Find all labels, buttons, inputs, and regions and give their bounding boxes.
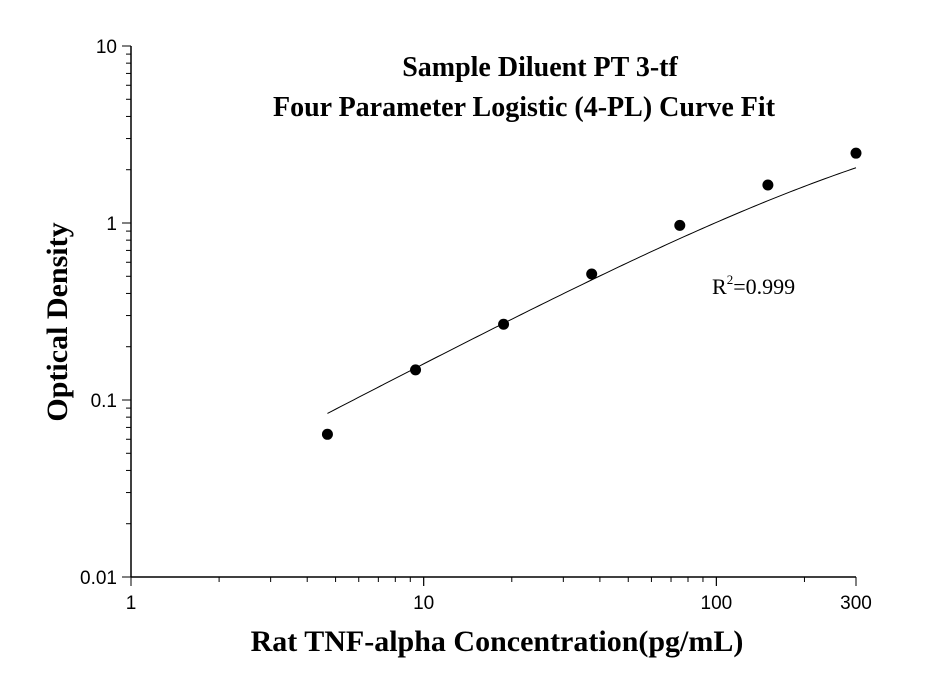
x-tick-label: 300 xyxy=(840,593,872,614)
y-tick-label: 0.01 xyxy=(80,568,117,589)
r-value: =0.999 xyxy=(733,274,795,299)
y-tick-label: 0.1 xyxy=(91,391,117,412)
chart-subtitle: Four Parameter Logistic (4-PL) Curve Fit xyxy=(273,92,776,123)
x-tick-label: 10 xyxy=(413,593,434,614)
data-point xyxy=(674,219,686,231)
y-axis-ticks: 0.01 0.1 1 10 xyxy=(80,37,131,589)
y-axis-title: Optical Density xyxy=(41,222,74,421)
data-point xyxy=(762,179,774,191)
x-tick-label: 1 xyxy=(126,593,137,614)
data-point xyxy=(498,318,510,330)
x-tick-label: 100 xyxy=(701,593,733,614)
r-squared-annotation: R2=0.999 xyxy=(712,272,795,299)
data-points xyxy=(321,147,862,440)
data-point xyxy=(321,428,333,440)
axes xyxy=(130,46,856,578)
data-point xyxy=(586,268,598,280)
data-point xyxy=(850,147,862,159)
y-tick-label: 1 xyxy=(106,214,117,235)
x-axis-ticks: 1 10 100 300 xyxy=(126,577,872,614)
x-axis-title: Rat TNF-alpha Concentration(pg/mL) xyxy=(251,625,744,658)
chart-title: Sample Diluent PT 3-tf xyxy=(402,52,678,83)
r-superscript: 2 xyxy=(727,272,734,287)
data-point xyxy=(410,364,422,376)
r-label: R xyxy=(712,274,727,299)
y-tick-label: 10 xyxy=(96,37,117,58)
